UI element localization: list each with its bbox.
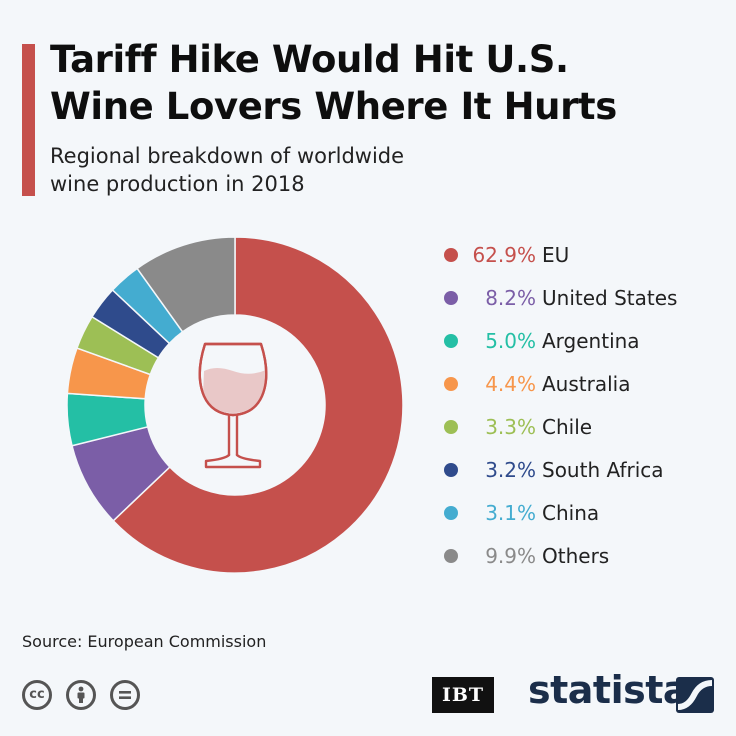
legend-dot — [444, 377, 458, 391]
accent-bar — [22, 44, 35, 196]
statista-logo-icon — [676, 677, 714, 713]
legend-value: 5.0% — [485, 329, 536, 353]
cc-icon: cc — [22, 680, 52, 710]
wine-glass-icon — [198, 342, 268, 469]
statista-wordmark: statista — [528, 668, 689, 712]
legend-dot — [444, 334, 458, 348]
legend-item: 9.9% Others — [444, 541, 734, 571]
donut-slice-eu — [112, 236, 404, 574]
legend-dot — [444, 420, 458, 434]
legend-item: 3.1% China — [444, 498, 734, 528]
legend-value: 3.3% — [485, 415, 536, 439]
legend-item: 62.9% EU — [444, 240, 734, 270]
legend-label: Argentina — [542, 329, 640, 353]
legend-item: 4.4% Australia — [444, 369, 734, 399]
donut-slice-others — [136, 236, 236, 333]
legend-item: 3.3% Chile — [444, 412, 734, 442]
legend-label: EU — [542, 243, 570, 267]
legend-label: Australia — [542, 372, 631, 396]
legend-item: 3.2% South Africa — [444, 455, 734, 485]
legend-value: 4.4% — [485, 372, 536, 396]
legend-value: 9.9% — [485, 544, 536, 568]
legend-value: 3.1% — [485, 501, 536, 525]
attribution-icon — [66, 680, 96, 710]
subtitle: Regional breakdown of worldwide wine pro… — [50, 144, 405, 196]
source-note: Source: European Commission — [22, 632, 267, 651]
page-title: Tariff Hike Would Hit U.S. Wine Lovers W… — [50, 38, 617, 128]
legend-label: Chile — [542, 415, 593, 439]
legend-dot — [444, 463, 458, 477]
ibt-logo: IBT — [432, 677, 494, 713]
legend-label: South Africa — [542, 458, 664, 482]
legend-value: 8.2% — [485, 286, 536, 310]
legend-item: 5.0% Argentina — [444, 326, 734, 356]
donut-slices — [66, 236, 404, 574]
legend-dot — [444, 506, 458, 520]
legend-dot — [444, 549, 458, 563]
legend-value: 62.9% — [472, 243, 536, 267]
legend-value: 3.2% — [485, 458, 536, 482]
legend-label: United States — [542, 286, 678, 310]
legend-dot — [444, 248, 458, 262]
legend-dot — [444, 291, 458, 305]
no-derivatives-icon — [110, 680, 140, 710]
legend-label: Others — [542, 544, 610, 568]
legend-item: 8.2% United States — [444, 283, 734, 313]
legend-label: China — [542, 501, 600, 525]
